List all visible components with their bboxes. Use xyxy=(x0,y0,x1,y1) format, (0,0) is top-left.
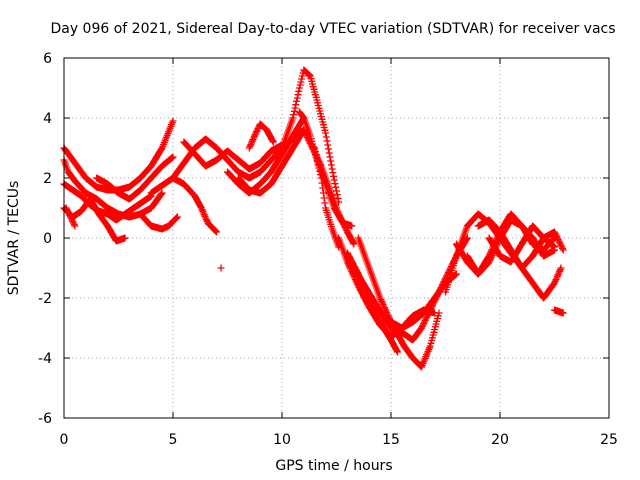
series-track-15 xyxy=(278,66,343,206)
series-track-6 xyxy=(136,210,181,233)
series-track-30 xyxy=(551,306,567,317)
series-track-7 xyxy=(62,204,79,230)
data-points xyxy=(60,66,567,371)
series-track-14 xyxy=(245,120,277,152)
plus-markers xyxy=(551,306,567,317)
plus-markers xyxy=(311,144,343,251)
plus-markers xyxy=(136,210,181,233)
plus-markers xyxy=(62,204,79,230)
series-track-5 xyxy=(93,153,177,203)
series-track-9 xyxy=(169,174,221,236)
plus-markers xyxy=(350,264,399,338)
series-track-18 xyxy=(311,144,343,251)
series-track-11 xyxy=(217,264,225,272)
x-tick-label: 5 xyxy=(169,432,178,448)
chart-title: Day 096 of 2021, Sidereal Day-to-day VTE… xyxy=(50,21,615,37)
plus-markers xyxy=(180,138,286,173)
series-track-21 xyxy=(350,264,399,338)
axis-ticks: 0 5 10 15 20 25 -6 -4 -2 0 2 4 6 xyxy=(38,51,618,448)
y-tick-label: 0 xyxy=(43,231,52,247)
x-axis-label: GPS time / hours xyxy=(275,458,392,474)
series-track-29 xyxy=(485,222,558,266)
y-axis-label: SDTVAR / TECUs xyxy=(6,181,22,296)
x-tick-label: 10 xyxy=(273,432,291,448)
series-track-13 xyxy=(234,126,308,197)
plus-markers xyxy=(245,120,277,152)
plus-markers xyxy=(169,174,221,236)
y-tick-label: 6 xyxy=(43,51,52,67)
y-tick-label: -6 xyxy=(38,411,52,427)
plus-markers xyxy=(217,264,225,272)
plus-markers xyxy=(234,126,308,197)
y-tick-label: 2 xyxy=(43,171,52,187)
plus-markers xyxy=(278,66,343,206)
x-tick-label: 25 xyxy=(600,432,618,448)
plus-markers xyxy=(485,222,558,266)
y-tick-label: -2 xyxy=(38,291,52,307)
x-tick-label: 0 xyxy=(60,432,69,448)
plus-markers xyxy=(93,153,177,203)
y-tick-label: 4 xyxy=(43,111,52,127)
y-tick-label: -4 xyxy=(38,351,52,367)
series-track-10 xyxy=(180,138,286,173)
plot-frame xyxy=(63,57,610,419)
x-tick-label: 15 xyxy=(382,432,400,448)
x-tick-label: 20 xyxy=(491,432,509,448)
